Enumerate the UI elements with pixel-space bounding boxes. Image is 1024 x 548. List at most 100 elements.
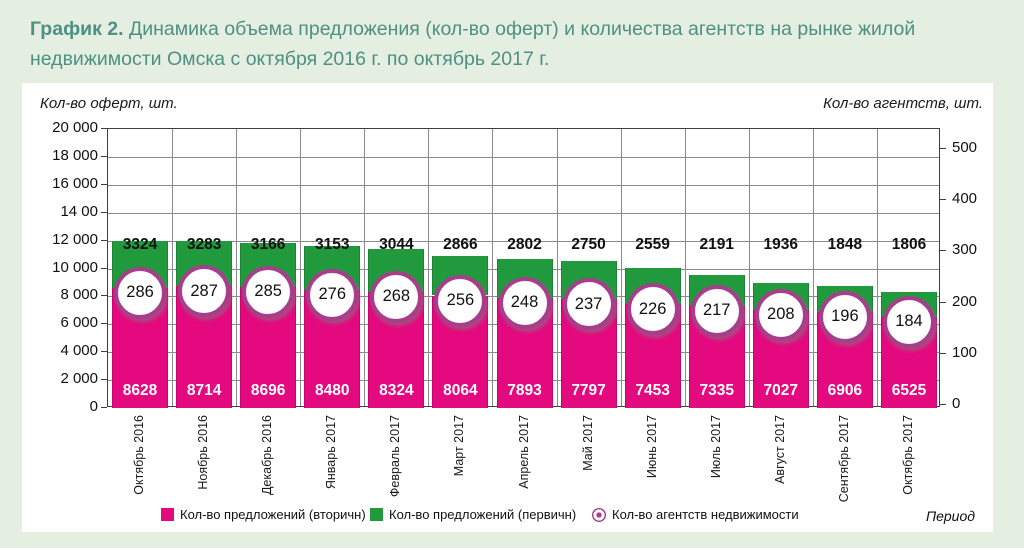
agents-circle: 256 xyxy=(434,274,487,327)
left-tick-label: 8 000 xyxy=(60,286,98,304)
agents-value-label: 285 xyxy=(254,282,282,301)
legend-swatch-primary-icon xyxy=(370,508,383,521)
primary-value-label: 1936 xyxy=(763,236,799,253)
secondary-value-label: 7027 xyxy=(763,382,799,399)
x-category-label: Март 2017 xyxy=(452,415,467,477)
x-category-label: Июль 2017 xyxy=(708,415,723,479)
chart-title: График 2. Динамика объема предложения (к… xyxy=(30,14,980,74)
secondary-value-label: 7893 xyxy=(507,382,542,399)
agents-value-label: 286 xyxy=(126,283,154,302)
right-tick-mark xyxy=(940,250,946,252)
agents-circle: 217 xyxy=(690,284,743,337)
v-gridline xyxy=(172,129,174,406)
primary-value-label: 2559 xyxy=(635,236,670,253)
primary-value-label: 1806 xyxy=(891,236,927,253)
left-tick-label: 10 000 xyxy=(52,258,98,276)
right-tick-label: 300 xyxy=(952,241,978,259)
primary-value-label: 3324 xyxy=(122,236,158,253)
agents-circle: 237 xyxy=(562,278,615,331)
h-gridline xyxy=(108,212,939,214)
x-category-label: Май 2017 xyxy=(580,415,595,471)
left-tick-label: 14 00 xyxy=(60,202,98,220)
right-axis-title: Кол-во агентств, шт. xyxy=(823,95,983,112)
secondary-value-label: 8696 xyxy=(250,382,286,399)
secondary-value-label: 8064 xyxy=(443,382,478,399)
x-category-label: Август 2017 xyxy=(772,415,787,484)
secondary-value-label: 8480 xyxy=(315,382,350,399)
agents-circle: 286 xyxy=(114,266,167,319)
legend-item-label: Кол-во агентств недвижимости xyxy=(612,507,799,522)
agents-value-label: 226 xyxy=(638,299,667,318)
right-tick-mark xyxy=(940,301,946,303)
h-gridline xyxy=(108,156,939,158)
left-tick-mark xyxy=(101,183,107,185)
left-tick-mark xyxy=(101,407,107,408)
agents-circle: 184 xyxy=(882,295,935,348)
h-gridline xyxy=(108,240,939,242)
legend: Период Кол-во предложений (вторичн) Кол-в… xyxy=(107,507,975,525)
right-tick-mark xyxy=(940,352,946,354)
agents-circle: 248 xyxy=(498,276,551,329)
x-category-label: Декабрь 2016 xyxy=(260,415,275,496)
v-gridline xyxy=(428,129,430,406)
v-gridline xyxy=(620,129,622,406)
primary-value-label: 2191 xyxy=(699,236,734,253)
primary-value-label: 2750 xyxy=(571,236,606,253)
left-tick-label: 6 000 xyxy=(60,314,98,332)
chart-title-text: Динамика объема предложения (кол-во офер… xyxy=(30,18,916,70)
v-gridline xyxy=(748,129,750,406)
legend-agents-marker-icon xyxy=(592,507,606,522)
agents-value-label: 208 xyxy=(767,305,795,324)
left-tick-mark xyxy=(101,351,107,353)
agents-circle: 196 xyxy=(818,290,871,343)
x-category-label: Сентябрь 2017 xyxy=(836,415,851,503)
secondary-value-label: 8714 xyxy=(186,382,222,399)
primary-value-label: 2866 xyxy=(443,236,478,253)
secondary-value-label: 7797 xyxy=(571,382,606,399)
secondary-value-label: 6525 xyxy=(891,382,927,399)
left-tick-label: 4 000 xyxy=(60,342,98,360)
right-tick-label: 100 xyxy=(952,343,978,361)
right-tick-mark xyxy=(940,404,946,405)
legend-item: Кол-во предложений (вторичн) xyxy=(161,507,366,522)
legend-item: Кол-во агентств недвижимости xyxy=(592,507,799,522)
secondary-value-label: 6906 xyxy=(827,382,863,399)
v-gridline xyxy=(812,129,814,406)
plot-area: 3324 8628 286 3283 8714 287 3166 8696 285 3153 848… xyxy=(107,128,940,408)
left-tick-label: 18 000 xyxy=(52,146,98,164)
agents-circle: 208 xyxy=(754,288,807,341)
agents-circle: 226 xyxy=(626,283,679,336)
period-label: Период xyxy=(925,508,975,524)
x-category-label: Октябрь 2017 xyxy=(900,415,915,495)
v-gridline xyxy=(556,129,558,406)
agents-circle: 268 xyxy=(370,270,423,323)
x-category-label: Октябрь 2016 xyxy=(132,415,147,495)
h-gridline xyxy=(108,184,939,186)
right-tick-mark xyxy=(940,199,946,201)
left-tick-label: 16 000 xyxy=(52,174,98,192)
agents-value-label: 287 xyxy=(190,281,218,300)
left-tick-label: 12 000 xyxy=(52,230,98,248)
left-tick-mark xyxy=(101,267,107,269)
left-tick-label: 0 xyxy=(89,398,98,415)
primary-value-label: 3166 xyxy=(250,236,286,253)
x-category-label: Январь 2017 xyxy=(324,415,339,490)
v-gridline xyxy=(364,129,366,406)
x-category-label: Февраль 2017 xyxy=(388,415,403,498)
left-tick-mark xyxy=(101,379,107,381)
v-gridline xyxy=(876,129,878,406)
agents-value-label: 276 xyxy=(318,285,347,304)
v-gridline xyxy=(684,129,686,406)
agents-value-label: 268 xyxy=(382,287,411,306)
right-tick-label: 500 xyxy=(952,139,978,156)
secondary-value-label: 7453 xyxy=(635,382,670,399)
v-gridline xyxy=(492,129,494,406)
agents-value-label: 184 xyxy=(895,312,923,331)
primary-value-label: 2802 xyxy=(507,236,542,253)
legend-swatch-secondary-icon xyxy=(161,508,174,521)
x-category-label: Июнь 2017 xyxy=(644,415,659,479)
right-tick-mark xyxy=(940,148,946,149)
primary-value-label: 1848 xyxy=(827,236,863,253)
legend-item-label: Кол-во предложений (вторичн) xyxy=(180,507,366,522)
